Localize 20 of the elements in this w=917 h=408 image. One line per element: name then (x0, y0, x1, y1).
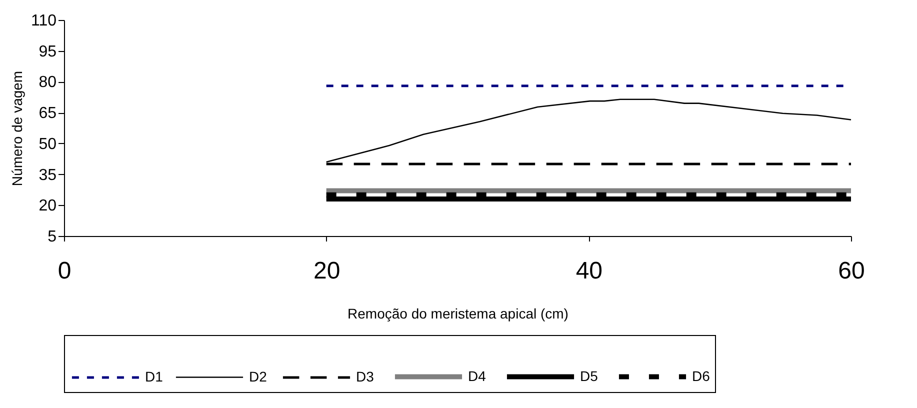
x-tick-label: 60 (838, 258, 865, 284)
y-tick-label: 20 (38, 198, 57, 215)
legend-label: D3 (356, 368, 374, 384)
legend-label: D5 (580, 368, 598, 384)
y-tick-label: 35 (38, 166, 57, 184)
y-tick-label: 110 (30, 12, 57, 30)
y-tick-label: 95 (38, 43, 57, 60)
x-tick-label: 0 (58, 258, 72, 284)
y-tick-label: 5 (48, 228, 57, 246)
y-axis-title: Número de vagem (8, 70, 25, 186)
y-tick-label: 65 (38, 105, 57, 122)
x-tick-label: 40 (576, 258, 603, 284)
y-tick-label: 80 (38, 74, 57, 92)
legend-label: D6 (692, 368, 710, 384)
legend-label: D1 (145, 368, 164, 384)
legend-label: D2 (249, 368, 268, 384)
y-tick-label: 50 (38, 136, 57, 153)
legend-label: D4 (468, 368, 486, 384)
x-tick-label: 20 (313, 258, 340, 284)
x-axis-title: Remoção do meristema apical (cm) (348, 306, 568, 322)
